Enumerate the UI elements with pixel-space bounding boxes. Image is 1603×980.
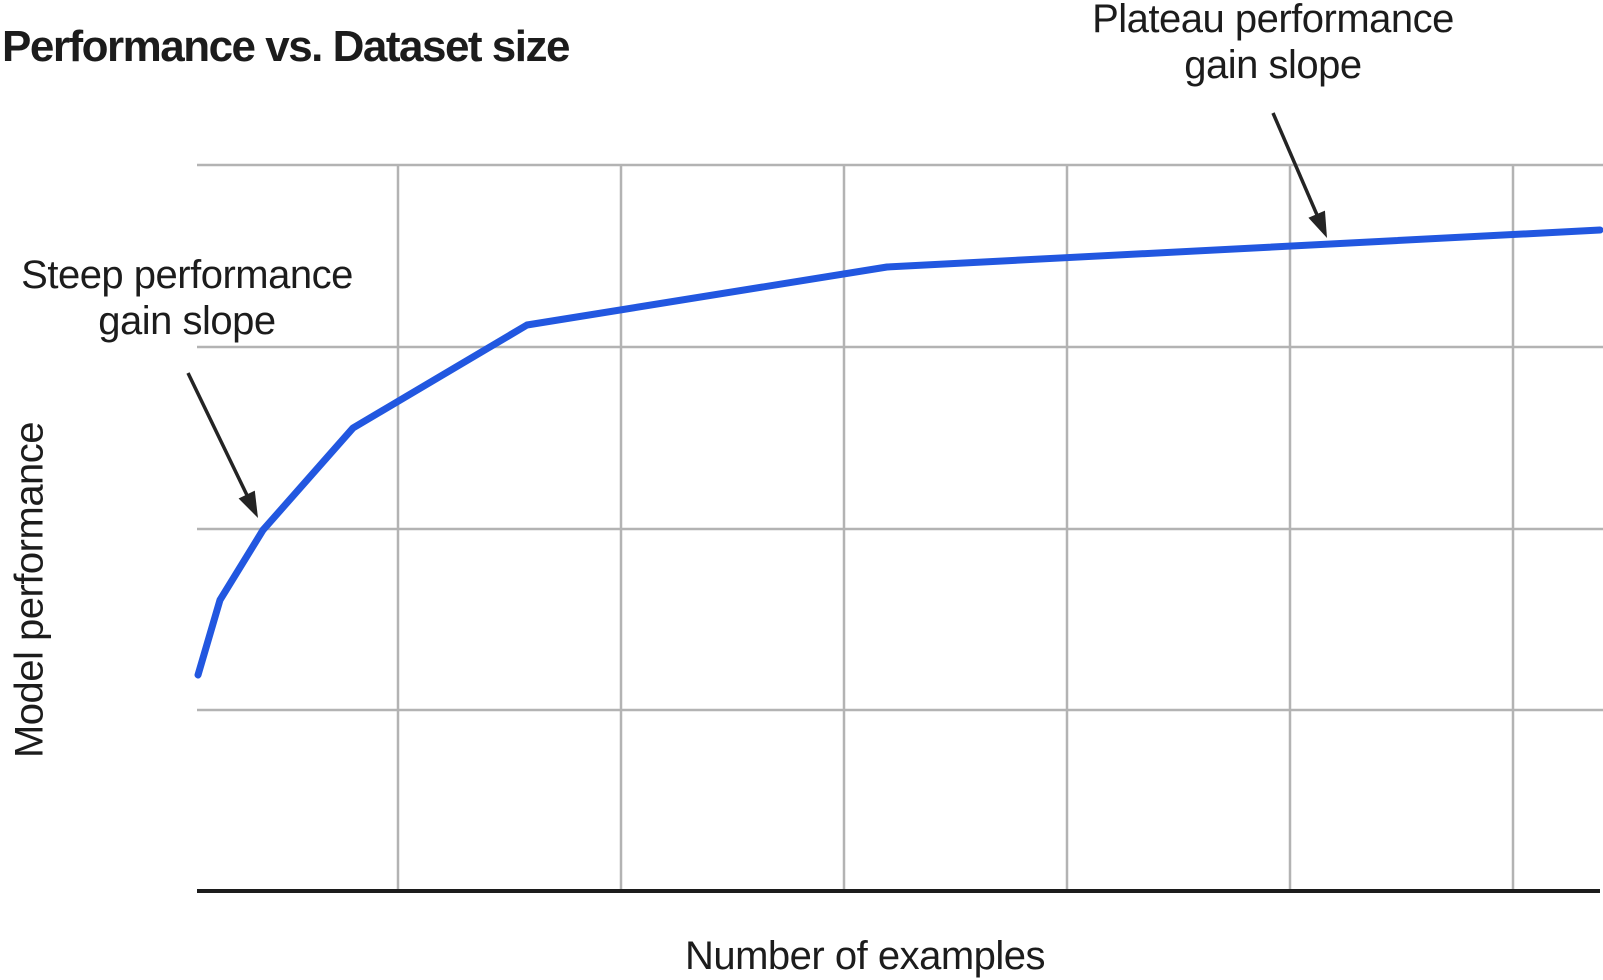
annotation-plateau-line2: gain slope: [1184, 43, 1362, 87]
annotation-plateau: Plateau performance gain slope: [1092, 0, 1454, 88]
performance-curve: [194, 226, 1603, 679]
steep-arrow-head: [238, 490, 258, 518]
annotation-steep-line1: Steep performance: [21, 253, 353, 297]
steep-arrow-line: [186, 372, 251, 501]
plateau-arrow-line: [1271, 112, 1321, 221]
x-axis-label: Number of examples: [684, 934, 1046, 978]
plateau-arrow-head: [1308, 210, 1327, 238]
annotation-steep-line2: gain slope: [98, 299, 276, 343]
y-axis-label: Model performance: [7, 421, 52, 759]
annotation-plateau-line1: Plateau performance: [1092, 0, 1454, 41]
annotation-steep: Steep performance gain slope: [21, 252, 353, 344]
chart-title: Performance vs. Dataset size: [2, 22, 570, 71]
